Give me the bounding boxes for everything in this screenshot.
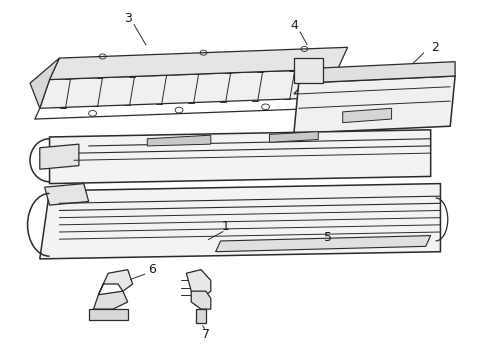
Polygon shape — [270, 132, 318, 142]
Polygon shape — [49, 47, 347, 80]
Polygon shape — [49, 130, 431, 184]
Polygon shape — [294, 76, 455, 134]
Polygon shape — [30, 58, 59, 108]
Polygon shape — [45, 184, 89, 205]
Polygon shape — [186, 270, 211, 298]
Text: 1: 1 — [221, 220, 229, 233]
Polygon shape — [40, 144, 79, 169]
Polygon shape — [294, 58, 323, 83]
Polygon shape — [216, 235, 431, 252]
Polygon shape — [98, 270, 133, 295]
Polygon shape — [94, 291, 128, 309]
Text: 2: 2 — [432, 41, 440, 54]
Polygon shape — [294, 76, 411, 94]
Polygon shape — [191, 291, 211, 309]
Text: 3: 3 — [124, 12, 132, 25]
Polygon shape — [89, 309, 128, 320]
Text: 5: 5 — [324, 231, 332, 244]
Text: 4: 4 — [290, 19, 298, 32]
Polygon shape — [343, 108, 392, 123]
Text: 6: 6 — [148, 263, 156, 276]
Polygon shape — [40, 69, 338, 108]
Polygon shape — [40, 184, 441, 259]
Polygon shape — [299, 62, 455, 83]
Text: 7: 7 — [202, 328, 210, 341]
Polygon shape — [196, 309, 206, 323]
Polygon shape — [147, 135, 211, 146]
